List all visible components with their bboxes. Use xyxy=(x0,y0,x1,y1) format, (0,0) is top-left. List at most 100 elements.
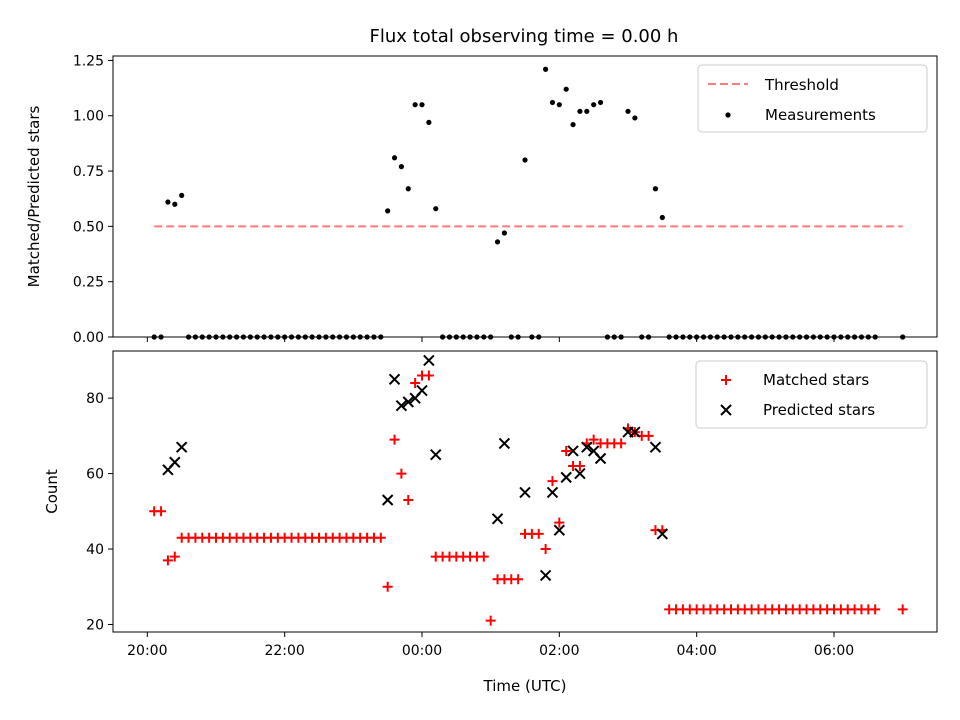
measurement-point xyxy=(632,115,638,121)
y-tick-label: 0.50 xyxy=(73,219,104,235)
legend-measurement-label: Measurements xyxy=(765,106,876,124)
y-tick-label: 0.00 xyxy=(73,330,104,346)
predicted-star-point xyxy=(402,396,414,408)
matched-star-point xyxy=(410,378,421,389)
predicted-star-point xyxy=(629,426,641,438)
measurement-point xyxy=(522,157,528,163)
measurement-point xyxy=(543,66,549,72)
legend-predicted-label: Predicted stars xyxy=(763,401,875,419)
predicted-star-point xyxy=(430,449,442,461)
y-tick-label: 20 xyxy=(86,617,104,633)
measurement-point xyxy=(391,155,398,161)
measurement-point xyxy=(570,121,576,128)
y-tick-label: 40 xyxy=(86,542,104,558)
y-tick-label: 1.25 xyxy=(73,53,104,69)
predicted-star-point xyxy=(553,524,566,536)
predicted-star-point xyxy=(539,569,552,582)
predicted-star-point xyxy=(169,456,181,468)
y-axis-label-ratio: Matched/Predicted stars xyxy=(25,106,43,288)
predicted-star-point xyxy=(546,486,559,499)
x-tick-label: 02:00 xyxy=(539,643,579,659)
measurement-point xyxy=(419,102,425,108)
predicted-star-point xyxy=(381,494,394,506)
measurement-point xyxy=(494,239,501,245)
y-tick-label: 0.25 xyxy=(73,275,104,291)
predicted-star-point xyxy=(423,354,435,367)
measurement-point xyxy=(549,99,556,106)
predicted-star-point xyxy=(656,528,669,540)
matched-star-point xyxy=(870,604,881,615)
matched-star-point xyxy=(554,517,565,528)
measurement-point xyxy=(597,99,604,106)
predicted-star-point xyxy=(574,467,586,480)
chart-title: Flux total observing time = 0.00 h xyxy=(370,26,679,47)
legend-ratio: Threshold Measurements xyxy=(697,64,928,133)
legend-matched-swatch xyxy=(721,375,731,385)
matched-star-point xyxy=(375,532,386,543)
x-tick-label: 20:00 xyxy=(127,643,167,659)
measurement-point xyxy=(591,102,597,108)
matched-star-point xyxy=(382,581,393,592)
measurement-point xyxy=(501,230,507,236)
axes-frame xyxy=(112,350,938,633)
matched-star-point xyxy=(540,544,551,555)
x-tick-label: 22:00 xyxy=(264,643,304,659)
matched-star-point xyxy=(478,551,489,562)
predicted-star-point xyxy=(649,441,662,453)
legend-box xyxy=(697,64,928,133)
y-tick-label: 60 xyxy=(86,467,104,483)
measurement-point xyxy=(556,102,562,108)
matched-star-point xyxy=(169,551,180,562)
measurement-point xyxy=(179,192,185,198)
predicted-star-point xyxy=(594,452,607,465)
measurement-point xyxy=(426,119,432,125)
legend-matched-label: Matched stars xyxy=(763,371,869,389)
matched-star-point xyxy=(897,604,908,615)
measurement-point xyxy=(433,206,439,212)
y-tick-label: 0.75 xyxy=(73,164,104,180)
matched-star-point xyxy=(588,434,599,445)
x-tick-label: 04:00 xyxy=(676,643,716,659)
predicted-star-point xyxy=(498,437,511,450)
matched-star-point xyxy=(561,445,572,456)
matched-star-point xyxy=(423,370,434,381)
x-tick-label: 06:00 xyxy=(814,643,854,659)
matched-star-point xyxy=(643,430,654,441)
measurement-point xyxy=(398,164,404,170)
predicted-star-point xyxy=(560,471,572,484)
count-panel: 20 40 60 80 20:00 22:00 00:00 02:00 04:00 06:00 Co… xyxy=(43,350,938,695)
x-tick-label: 00:00 xyxy=(402,643,442,659)
legend-box xyxy=(695,360,928,429)
measurement-point xyxy=(659,214,665,221)
predicted-star-point xyxy=(388,373,401,385)
matched-star-point xyxy=(547,476,558,487)
matched-star-point xyxy=(162,555,173,566)
measurement-point xyxy=(625,108,631,114)
measurement-point xyxy=(652,186,659,192)
measurement-point xyxy=(405,186,411,192)
matched-star-point xyxy=(616,438,627,449)
matched-star-point xyxy=(533,528,544,539)
measurement-point xyxy=(172,201,178,207)
y-axis-label-count: Count xyxy=(43,469,61,514)
measurement-point xyxy=(563,86,569,92)
predicted-star-point xyxy=(416,384,428,397)
predicted-star-point xyxy=(567,445,579,457)
axes-frame xyxy=(112,55,938,338)
predicted-star-point xyxy=(175,441,188,453)
x-axis-label: Time (UTC) xyxy=(483,677,567,695)
predicted-star-point xyxy=(491,513,504,525)
predicted-star-point xyxy=(519,486,531,499)
matched-star-point xyxy=(389,434,400,445)
legend-predicted-swatch xyxy=(720,404,732,416)
matched-star-point xyxy=(574,461,585,472)
measurement-point xyxy=(385,208,391,214)
measurement-point xyxy=(584,108,590,114)
measurement-point xyxy=(412,102,418,108)
matched-star-point xyxy=(485,615,496,626)
legend-threshold-label: Threshold xyxy=(764,76,839,94)
y-tick-label: 80 xyxy=(86,391,104,407)
predicted-star-point xyxy=(581,441,593,453)
y-tick-label: 1.00 xyxy=(73,109,104,125)
